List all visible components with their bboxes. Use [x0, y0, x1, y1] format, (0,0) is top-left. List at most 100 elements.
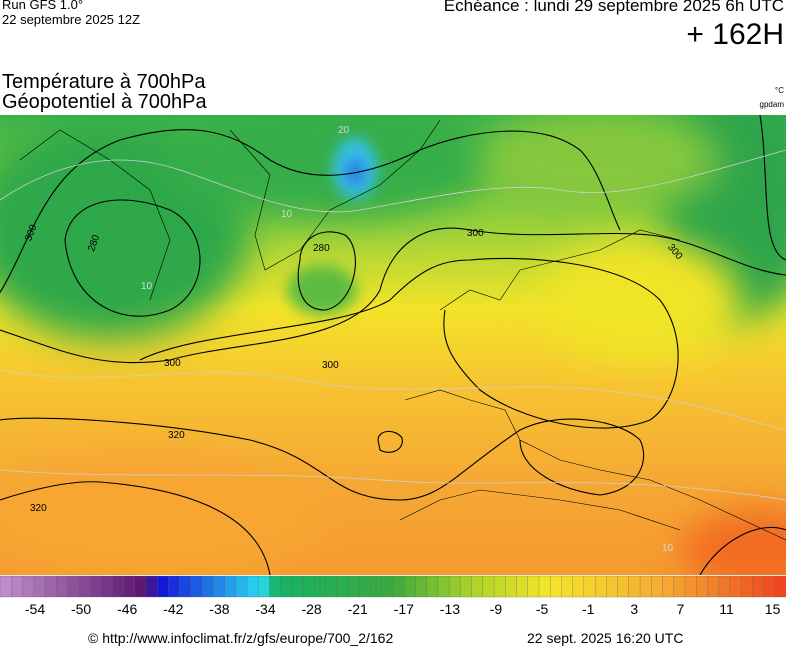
colorbar-cell — [550, 575, 562, 598]
colorbar-cell — [269, 575, 282, 598]
contour-label: 300 — [467, 228, 484, 239]
colorbar-cell — [516, 575, 529, 598]
colorbar-cell — [370, 575, 383, 598]
colorbar-cell — [325, 575, 338, 598]
colorbar-cell — [55, 575, 68, 598]
colorbar-cell — [707, 575, 720, 598]
colorbar-cell — [684, 575, 697, 598]
footer-url: © http://www.infoclimat.fr/z/gfs/europe/… — [88, 630, 394, 646]
colorbar-cell — [201, 575, 214, 598]
colorbar-cell — [190, 575, 203, 598]
coastlines — [19, 119, 786, 541]
colorbar-label: -38 — [209, 601, 229, 617]
colorbar-label: 7 — [677, 601, 685, 617]
colorbar-cell — [303, 575, 315, 598]
colorbar-cell — [44, 575, 57, 598]
colorbar-cell — [493, 575, 506, 598]
footer-time: 22 sept. 2025 16:20 UTC — [527, 630, 684, 646]
colorbar-cell — [505, 575, 517, 598]
colorbar-cell — [774, 575, 786, 598]
contour-label: 280 — [313, 243, 330, 254]
colorbar-cell — [651, 575, 663, 598]
colorbar-cell — [123, 575, 136, 598]
colorbar-cell — [134, 575, 147, 598]
colorbar-cell — [67, 575, 80, 598]
title-geopotential: Géopotentiel à 700hPa — [2, 91, 207, 113]
colorbar-label: 3 — [630, 601, 638, 617]
colorbar-label: -50 — [71, 601, 91, 617]
colorbar-label: -28 — [301, 601, 321, 617]
colorbar-cell — [482, 575, 495, 598]
title-temperature: Température à 700hPa — [2, 71, 206, 93]
colorbar-label: -54 — [25, 601, 45, 617]
colorbar-cell — [33, 575, 46, 598]
colorbar-cell — [740, 575, 753, 598]
colorbar-cell — [314, 575, 327, 598]
isotherm-label: 20 — [338, 125, 350, 136]
colorbar-cell — [235, 575, 248, 598]
contour-label: 300 — [164, 358, 181, 369]
colorbar-cell — [617, 575, 630, 598]
colorbar-label: -21 — [348, 601, 368, 617]
isotherm-label: 10 — [281, 209, 293, 220]
colorbar-label: -34 — [255, 601, 275, 617]
colorbar-cell — [561, 575, 574, 598]
colorbar-cell — [752, 575, 764, 598]
colorbar-cell — [157, 575, 169, 598]
colorbar-cell — [359, 575, 371, 598]
colorbar-cell — [246, 575, 259, 598]
colorbar-cell — [78, 575, 91, 598]
colorbar-label: 11 — [719, 601, 734, 617]
colorbar-cell — [22, 575, 35, 598]
colorbar-cell — [213, 575, 226, 598]
colorbar-cell — [606, 575, 619, 598]
colorbar-cell — [100, 575, 113, 598]
colorbar-cell — [347, 575, 360, 598]
colorbar-cell — [179, 575, 192, 598]
colorbar-cell — [460, 575, 473, 598]
colorbar-cell — [437, 575, 450, 598]
contour-label: 320 — [168, 430, 185, 441]
colorbar-label: -9 — [490, 601, 503, 617]
colorbar-cell — [673, 575, 686, 598]
colorbar-cell — [145, 575, 158, 598]
colorbar-cell — [280, 575, 293, 598]
unit-temperature: °C — [775, 86, 784, 95]
colorbar-cell — [112, 575, 124, 598]
colorbar-cell — [471, 575, 484, 598]
colorbar-cell — [718, 575, 731, 598]
colorbar-cell — [527, 575, 540, 598]
valid-time: Echéance : lundi 29 septembre 2025 6h UT… — [443, 0, 784, 15]
colorbar-cell — [381, 575, 394, 598]
colorbar-cell — [583, 575, 596, 598]
colorbar-cell — [594, 575, 607, 598]
colorbar-label: -1 — [582, 601, 595, 617]
unit-geopotential: gpdam — [759, 100, 784, 109]
colorbar-cell — [696, 575, 708, 598]
colorbar-cell — [224, 575, 237, 598]
colorbar-cell — [639, 575, 652, 598]
colorbar-label: 15 — [765, 601, 781, 617]
isotherm-label: 10 — [662, 543, 674, 554]
colorbar-label: -46 — [117, 601, 137, 617]
colorbar-cell — [426, 575, 439, 598]
colorbar-cell — [404, 575, 416, 598]
colorbar-cell — [168, 575, 181, 598]
colorbar-cell — [89, 575, 102, 598]
colorbar-cell — [11, 575, 23, 598]
colorbar-label: -5 — [536, 601, 549, 617]
colorbar-cell — [291, 575, 304, 598]
lead-time: + 162H — [686, 18, 784, 51]
colorbar-cell — [662, 575, 675, 598]
colorbar-cell — [336, 575, 349, 598]
colorbar-cell — [763, 575, 776, 598]
colorbar-label: -17 — [394, 601, 414, 617]
contour-label: 300 — [322, 360, 339, 371]
colorbar-cell — [392, 575, 405, 598]
geopotential-contours — [0, 115, 786, 575]
colorbar-cell — [415, 575, 428, 598]
temperature-field — [0, 115, 786, 575]
contour-label: 320 — [30, 503, 47, 514]
